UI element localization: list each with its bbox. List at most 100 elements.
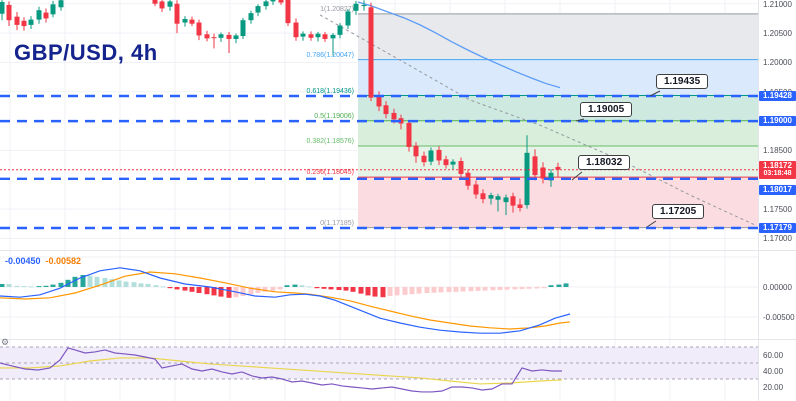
candle-up <box>255 6 261 13</box>
candle-up <box>503 197 509 203</box>
candle-up <box>300 33 306 37</box>
macd-line <box>0 267 571 334</box>
candle-up <box>450 161 456 165</box>
candle-down <box>540 167 546 179</box>
price-alert-badge: 1.19000 <box>759 116 796 126</box>
candle-down <box>368 7 374 98</box>
axis-tick-label: -0.00500 <box>763 313 795 322</box>
candle-down <box>14 16 20 25</box>
fib-level-label: 0.5(1.19006) <box>314 112 354 120</box>
price-alert-badge: 1.18017 <box>759 185 796 195</box>
axis-tick-label: 1.18500 <box>763 146 792 156</box>
fib-level-label: 0.382(1.18576) <box>306 138 354 145</box>
candle-down <box>278 0 284 3</box>
candle-down <box>510 196 516 206</box>
candle-up <box>36 10 42 20</box>
candle-down <box>6 4 12 21</box>
candle-down <box>443 159 449 166</box>
countdown-timer: 03:18:48 <box>763 170 792 177</box>
candle-down <box>421 155 427 163</box>
axis-tick-label: 1.17500 <box>763 205 792 215</box>
candle-down <box>308 34 314 38</box>
candle-down <box>436 149 442 161</box>
price-level-callout: 1.19435 <box>656 74 709 89</box>
fib-level-label: 1(1.20827) <box>320 5 354 13</box>
candle-down <box>517 204 523 208</box>
axis-tick-label: 40.00 <box>763 367 784 376</box>
candle-down <box>391 112 397 120</box>
candle-up <box>28 19 34 25</box>
candle-down <box>196 22 202 36</box>
macd-value: -0.00450 <box>5 256 41 266</box>
candle-up <box>428 150 434 162</box>
candle-down <box>376 96 382 107</box>
candle-down <box>555 166 561 170</box>
current-price-badge: 1.18172 03:18:48 <box>759 161 796 179</box>
price-level-callout: 1.18032 <box>578 155 631 170</box>
axis-tick-label: 0.00000 <box>763 283 792 292</box>
indicator-settings-gear-icon[interactable]: ⚙ <box>1 337 10 347</box>
price-level-callout: 1.19005 <box>580 102 633 117</box>
candle-up <box>488 195 494 199</box>
candle-up <box>0 1 5 14</box>
fib-level-label: 0.236(1.18045) <box>306 169 354 177</box>
candle-up <box>330 34 336 39</box>
macd-signal-value: -0.00582 <box>45 256 82 266</box>
symbol-title: GBP/USD, 4h <box>14 40 158 65</box>
candle-down <box>211 37 217 39</box>
candle-up <box>548 172 554 181</box>
candle-up <box>361 4 367 7</box>
macd-histogram <box>0 275 569 298</box>
candle-down <box>226 34 232 39</box>
candle-down <box>189 19 195 24</box>
candle-up <box>167 1 173 7</box>
rsi-pane <box>0 346 758 393</box>
candle-down <box>43 12 49 19</box>
candle-down <box>458 161 464 174</box>
candle-up <box>233 35 239 39</box>
candle-down <box>413 145 419 157</box>
candle-down <box>383 105 389 115</box>
candle-up <box>495 196 501 200</box>
price-axis-border <box>758 0 759 401</box>
candle-up <box>345 11 351 26</box>
candle-down <box>174 3 180 24</box>
axis-tick-label: 20.00 <box>763 383 784 392</box>
candle-down <box>21 20 27 27</box>
fib-level-label: 0(1.17185) <box>320 219 354 227</box>
candle-down <box>159 1 165 9</box>
candle-down <box>480 193 486 200</box>
candle-down <box>204 34 210 39</box>
candle-down <box>532 156 538 176</box>
candle-up <box>315 33 321 38</box>
candle-down <box>322 34 328 39</box>
support-resistance-lines <box>0 94 758 230</box>
candle-up <box>248 13 254 21</box>
axis-tick-label: 1.17000 <box>763 234 792 244</box>
candle-up <box>182 19 188 23</box>
candle-up <box>337 25 343 35</box>
pane-separator-macd <box>0 250 796 251</box>
macd-indicator-values: -0.00450 -0.00582 <box>5 256 81 266</box>
candle-up <box>58 0 64 8</box>
price-level-callout: 1.17205 <box>652 204 705 219</box>
candle-down <box>293 22 299 38</box>
axis-tick-label: 1.21000 <box>763 0 792 9</box>
candle-up <box>263 1 269 7</box>
ma-line <box>357 1 561 89</box>
candle-down <box>406 122 412 147</box>
pane-separator-rsi <box>0 339 796 340</box>
candle-up <box>218 34 224 38</box>
candle-up <box>270 0 276 2</box>
trendline-dashed <box>319 14 756 226</box>
fib-level-label: 0.786(1.20047) <box>306 51 354 59</box>
rsi-ma-line <box>0 357 563 385</box>
callout-tails <box>571 90 661 228</box>
axis-tick-label: 1.20000 <box>763 58 792 68</box>
candle-down <box>473 184 479 195</box>
candle-down <box>152 0 158 4</box>
price-alert-badge: 1.17179 <box>759 223 796 233</box>
rsi-line <box>0 347 562 393</box>
